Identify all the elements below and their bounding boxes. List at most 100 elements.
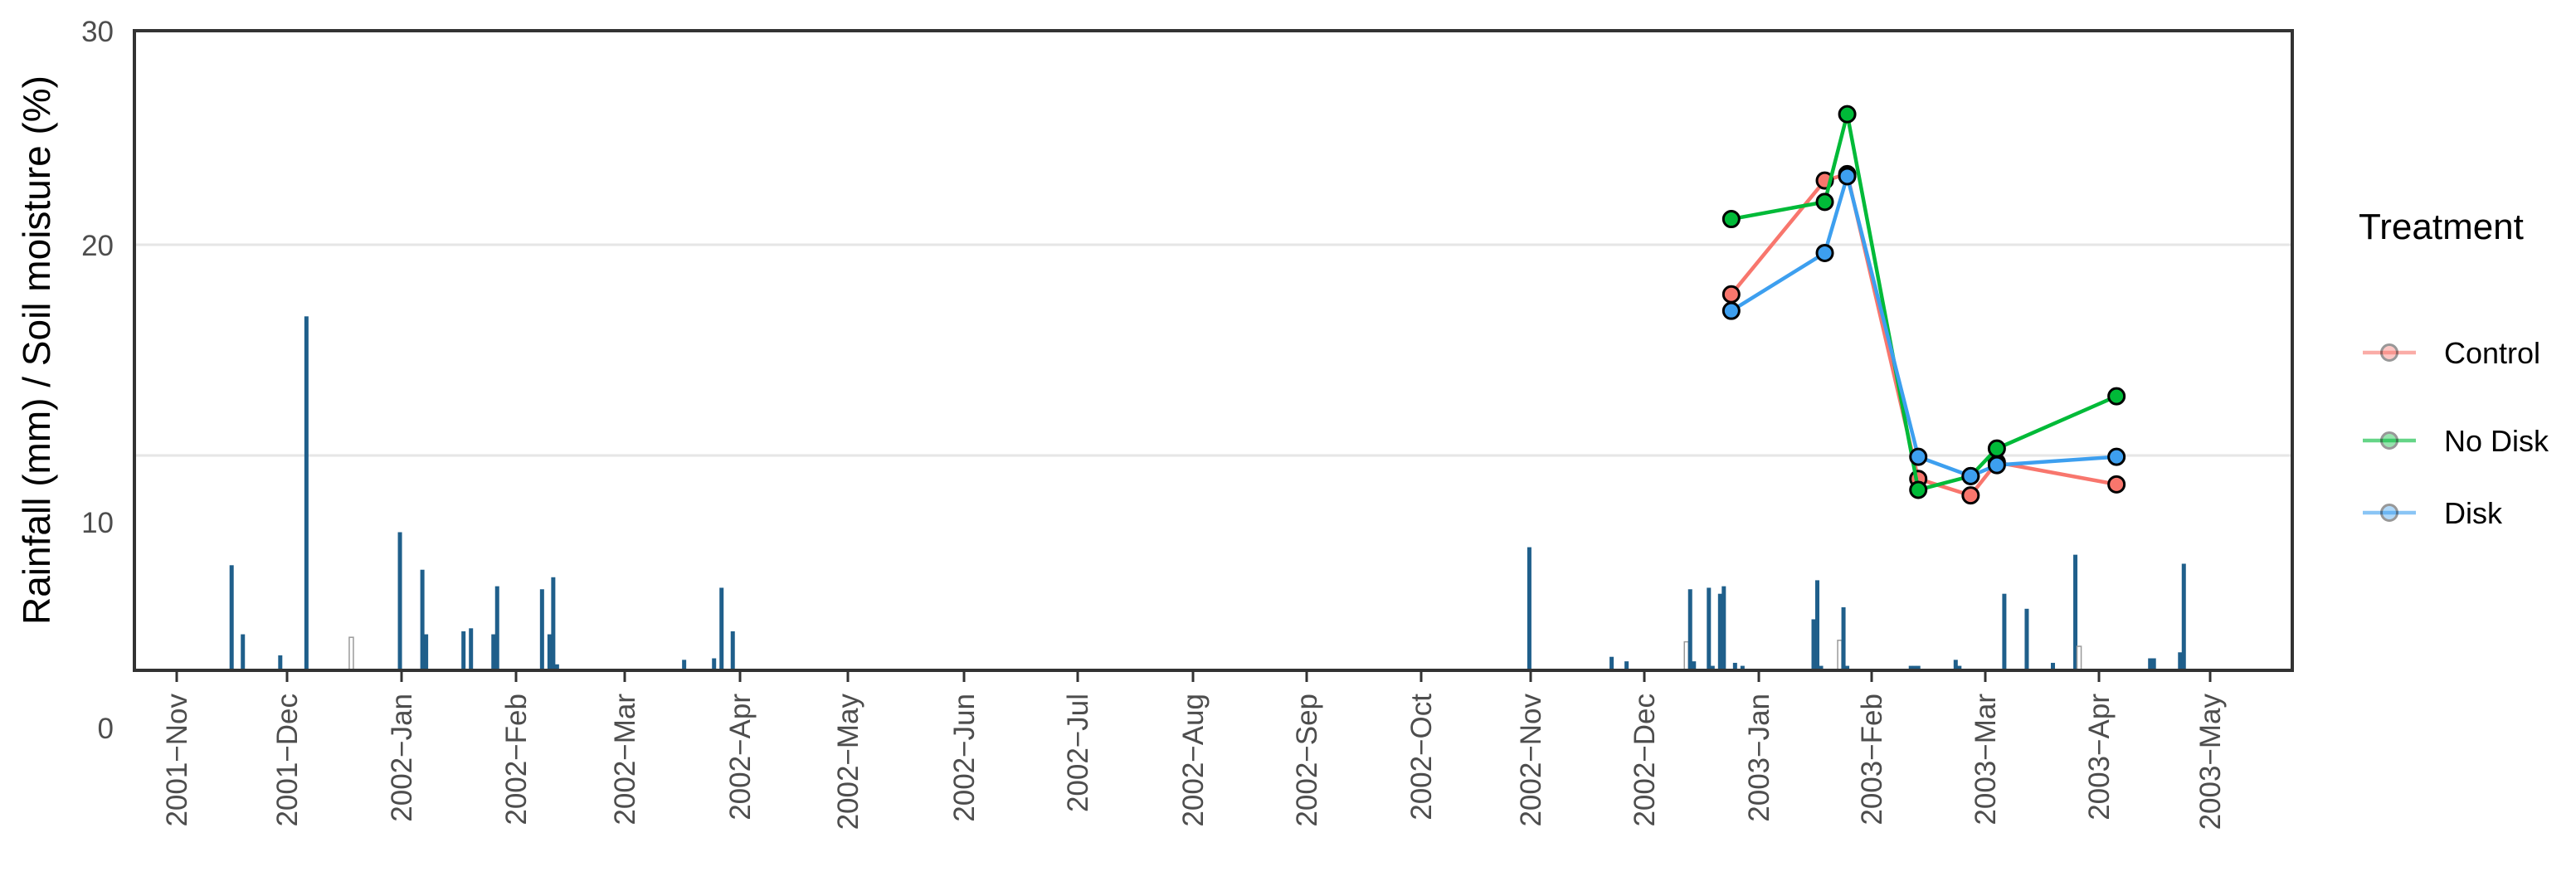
rainfall-bar	[547, 634, 552, 670]
legend-key-point	[2380, 343, 2398, 362]
x-tick-label: 2002−Sep	[1291, 694, 1323, 827]
series-point	[1909, 447, 1928, 466]
series-point	[1987, 439, 2006, 458]
x-tick-label: 2002−Feb	[500, 694, 533, 825]
series-point	[1815, 192, 1834, 212]
rainfall-bar	[2051, 662, 2056, 670]
rainfall-bar	[1683, 640, 1689, 671]
legend: Treatment Control No Disk Disk	[2359, 207, 2549, 530]
rainfall-bar	[1717, 593, 1722, 670]
grid-lines	[134, 243, 2292, 457]
x-tick-label: 2002−Jun	[948, 694, 981, 822]
rainfall-bar	[469, 628, 474, 670]
rainfall-bar	[1837, 640, 1843, 671]
legend-key-point	[2380, 504, 2398, 522]
rainfall-bar	[1815, 580, 1820, 670]
rainfall-bar	[554, 664, 559, 670]
x-tick-label: 2002−Mar	[609, 694, 641, 825]
series-point	[2107, 475, 2126, 494]
series-point	[1721, 301, 1741, 320]
rainfall-bar	[241, 634, 246, 670]
y-tick-label: 0	[98, 713, 114, 745]
rainfall-bar	[1819, 665, 1824, 670]
rainfall-bar	[2148, 658, 2153, 670]
x-tick-label: 2003−May	[2194, 694, 2227, 830]
legend-label: No Disk	[2444, 424, 2549, 458]
rainfall-bar	[712, 658, 717, 670]
rainfall-bar	[2024, 608, 2029, 670]
series-line	[1731, 114, 2118, 493]
rainfall-bar	[348, 636, 354, 671]
legend-item-control: Control	[2363, 336, 2540, 370]
rainfall-bar	[682, 660, 687, 670]
rainfall-bar	[1912, 665, 1917, 670]
plot-panel-border	[133, 29, 2294, 672]
legend-title: Treatment	[2359, 207, 2524, 247]
legend-item-no-disk: No Disk	[2363, 424, 2549, 458]
x-axis: 2001−Nov 2001−Dec 2002−Jan 2002−Feb 2002−Mar…	[161, 670, 2227, 830]
rainfall-bar	[229, 565, 234, 670]
rainfall-bar	[2178, 652, 2183, 670]
series-point	[1838, 167, 1857, 186]
rainfall-bars	[229, 316, 2186, 671]
rainfall-bar	[1957, 665, 1962, 670]
series-point	[2107, 447, 2126, 466]
rainfall-bar	[2073, 554, 2078, 670]
rainfall-bar	[461, 631, 466, 670]
rainfall-bar	[551, 577, 556, 670]
x-tick-label: 2003−Jan	[1743, 694, 1775, 822]
rainfall-bar	[1710, 665, 1715, 670]
x-tick-label: 2003−Apr	[2083, 694, 2116, 821]
rainfall-bar	[1721, 586, 1726, 670]
series-disk	[1721, 167, 2126, 485]
rainfall-bar	[1527, 547, 1531, 670]
rainfall-bar	[491, 634, 496, 670]
x-tick-label: 2002−Jan	[386, 694, 418, 822]
series-point	[1721, 285, 1741, 304]
x-tick-label: 2002−Aug	[1177, 694, 1210, 827]
rainfall-bar	[1908, 665, 1913, 670]
rainfall-bar	[494, 586, 499, 670]
series-point	[1838, 105, 1857, 124]
series-point	[2107, 387, 2126, 406]
rainfall-bar	[1732, 662, 1737, 670]
rainfall-bar	[1811, 619, 1816, 670]
series-point	[1987, 455, 2006, 475]
rainfall-bar	[2076, 645, 2082, 671]
rainfall-bar	[278, 655, 283, 670]
series-point	[1721, 210, 1741, 229]
y-tick-label: 20	[81, 230, 114, 262]
x-tick-label: 2002−Nov	[1515, 694, 1547, 827]
x-tick-label: 2002−Jul	[1062, 694, 1094, 812]
x-tick-label: 2001−Dec	[271, 694, 304, 827]
rainfall-bar	[2002, 593, 2007, 670]
soil-moisture-series	[1721, 105, 2126, 505]
x-tick-label: 2002−Oct	[1405, 694, 1438, 821]
series-no-disk	[1721, 105, 2126, 499]
rainfall-bar	[1707, 587, 1712, 670]
x-tick-label: 2002−Apr	[724, 694, 757, 821]
rainfall-bar	[1624, 661, 1629, 670]
series-point	[1961, 486, 1980, 505]
rainfall-bar	[539, 589, 544, 670]
rainfall-bar	[1687, 589, 1692, 670]
y-tick-label: 30	[81, 16, 114, 48]
x-tick-label: 2003−Mar	[1970, 694, 2002, 825]
legend-key-point	[2380, 431, 2398, 450]
rainfall-bar	[2181, 563, 2186, 670]
series-line	[1730, 172, 2117, 498]
rainfall-bar	[1609, 656, 1614, 670]
legend-item-disk: Disk	[2363, 496, 2503, 530]
rainfall-bar	[1916, 665, 1921, 670]
y-tick-label: 10	[81, 507, 114, 539]
rainfall-bar	[1841, 606, 1846, 670]
rainfall-bar	[424, 634, 429, 670]
rainfall-bar	[1692, 661, 1697, 670]
legend-label: Control	[2444, 336, 2540, 370]
y-axis: 0 10 20 30	[81, 16, 114, 745]
rainfall-bar	[2151, 658, 2156, 670]
x-tick-label: 2002−May	[832, 694, 864, 830]
x-tick-label: 2003−Feb	[1856, 694, 1888, 825]
rainfall-bar	[1845, 665, 1850, 670]
